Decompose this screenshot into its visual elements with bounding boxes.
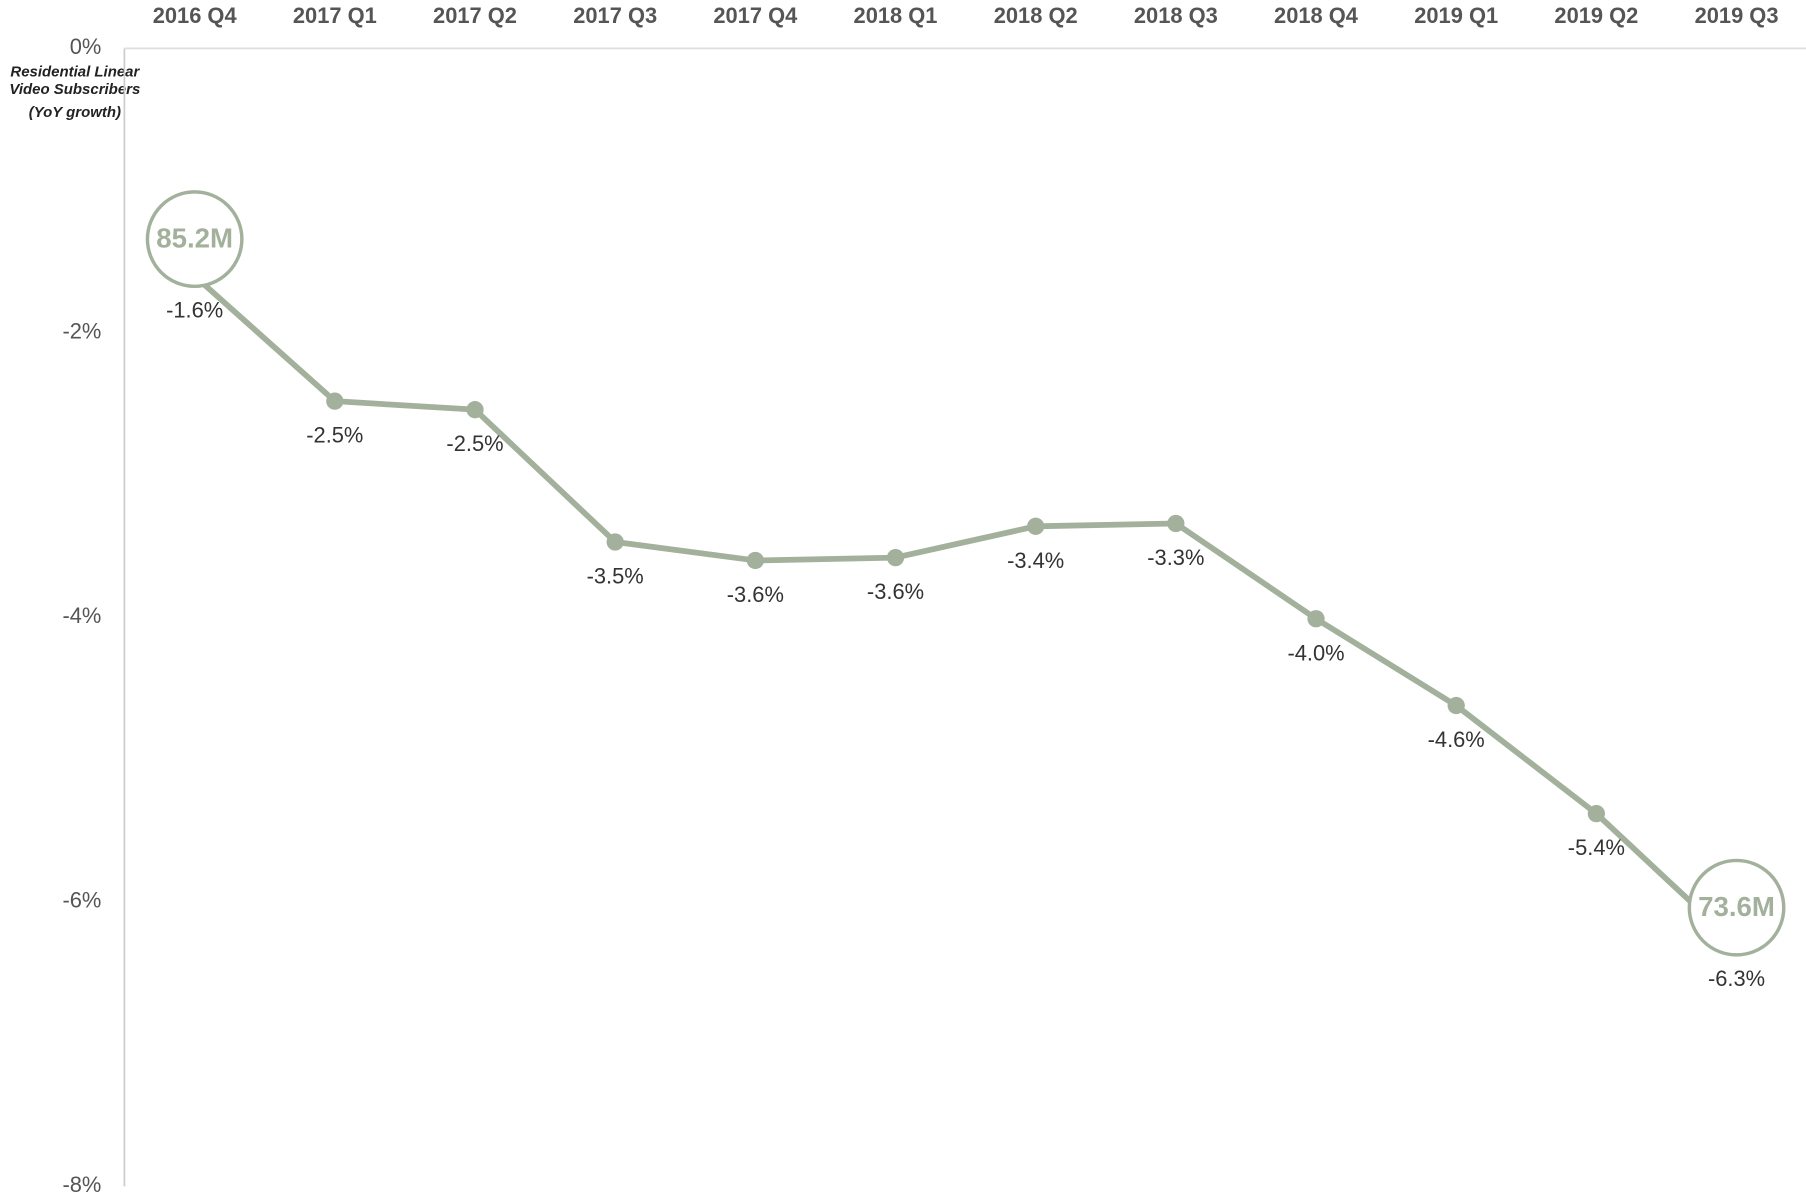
data-label: -3.6%: [867, 579, 924, 604]
point: [466, 401, 484, 419]
y-tick-label: 0%: [70, 34, 102, 59]
x-tick-label: 2017 Q2: [433, 3, 517, 28]
y-tick-label: -8%: [62, 1172, 101, 1197]
point: [1167, 514, 1185, 533]
y-tick-label: -4%: [62, 603, 101, 628]
annotation-circle: [1687, 858, 1786, 957]
x-tick-label: 2018 Q4: [1274, 3, 1359, 28]
x-tick-label: 2016 Q4: [153, 3, 238, 28]
data-label: -3.3%: [1147, 545, 1204, 570]
x-tick-label: 2017 Q4: [713, 3, 798, 28]
point: [1587, 805, 1606, 823]
x-tick-label: 2019 Q1: [1414, 3, 1498, 28]
data-label: -5.4%: [1568, 835, 1625, 860]
point: [746, 551, 764, 570]
x-tick-label: 2018 Q1: [854, 3, 938, 28]
point: [326, 392, 344, 410]
annotation: 73.6M: [1698, 891, 1775, 922]
point: [1447, 696, 1465, 715]
data-label: -3.5%: [587, 563, 644, 588]
data-label: -2.5%: [446, 431, 503, 456]
point: [1027, 517, 1045, 535]
data-label: -1.6%: [166, 297, 223, 322]
y-tick-label: -2%: [62, 319, 101, 344]
point: [606, 533, 624, 551]
data-label: -6.3%: [1708, 966, 1765, 991]
y-axis-label-line: Residential Linear: [10, 64, 140, 81]
annotation: 85.2M: [156, 223, 233, 254]
y-axis-label-line: Video Subscribers: [9, 81, 140, 98]
data-label: -3.4%: [1007, 548, 1064, 573]
y-tick-label: -6%: [62, 888, 101, 913]
y-axis-label-line: (YoY growth): [29, 104, 121, 121]
x-tick-label: 2017 Q3: [573, 3, 657, 28]
series-line: [192, 273, 1739, 947]
data-label: -4.0%: [1287, 640, 1344, 665]
data-label: -3.6%: [727, 582, 784, 607]
x-tick-label: 2018 Q3: [1134, 3, 1218, 28]
x-tick-label: 2018 Q2: [994, 3, 1078, 28]
x-tick-label: 2017 Q1: [293, 3, 377, 28]
annotation-circle: [145, 190, 244, 289]
data-label: -4.6%: [1428, 727, 1485, 752]
x-tick-label: 2019 Q3: [1695, 3, 1779, 28]
point: [886, 548, 905, 567]
point: [1307, 610, 1325, 628]
data-label: -2.5%: [306, 423, 363, 448]
x-tick-label: 2019 Q2: [1554, 3, 1638, 28]
